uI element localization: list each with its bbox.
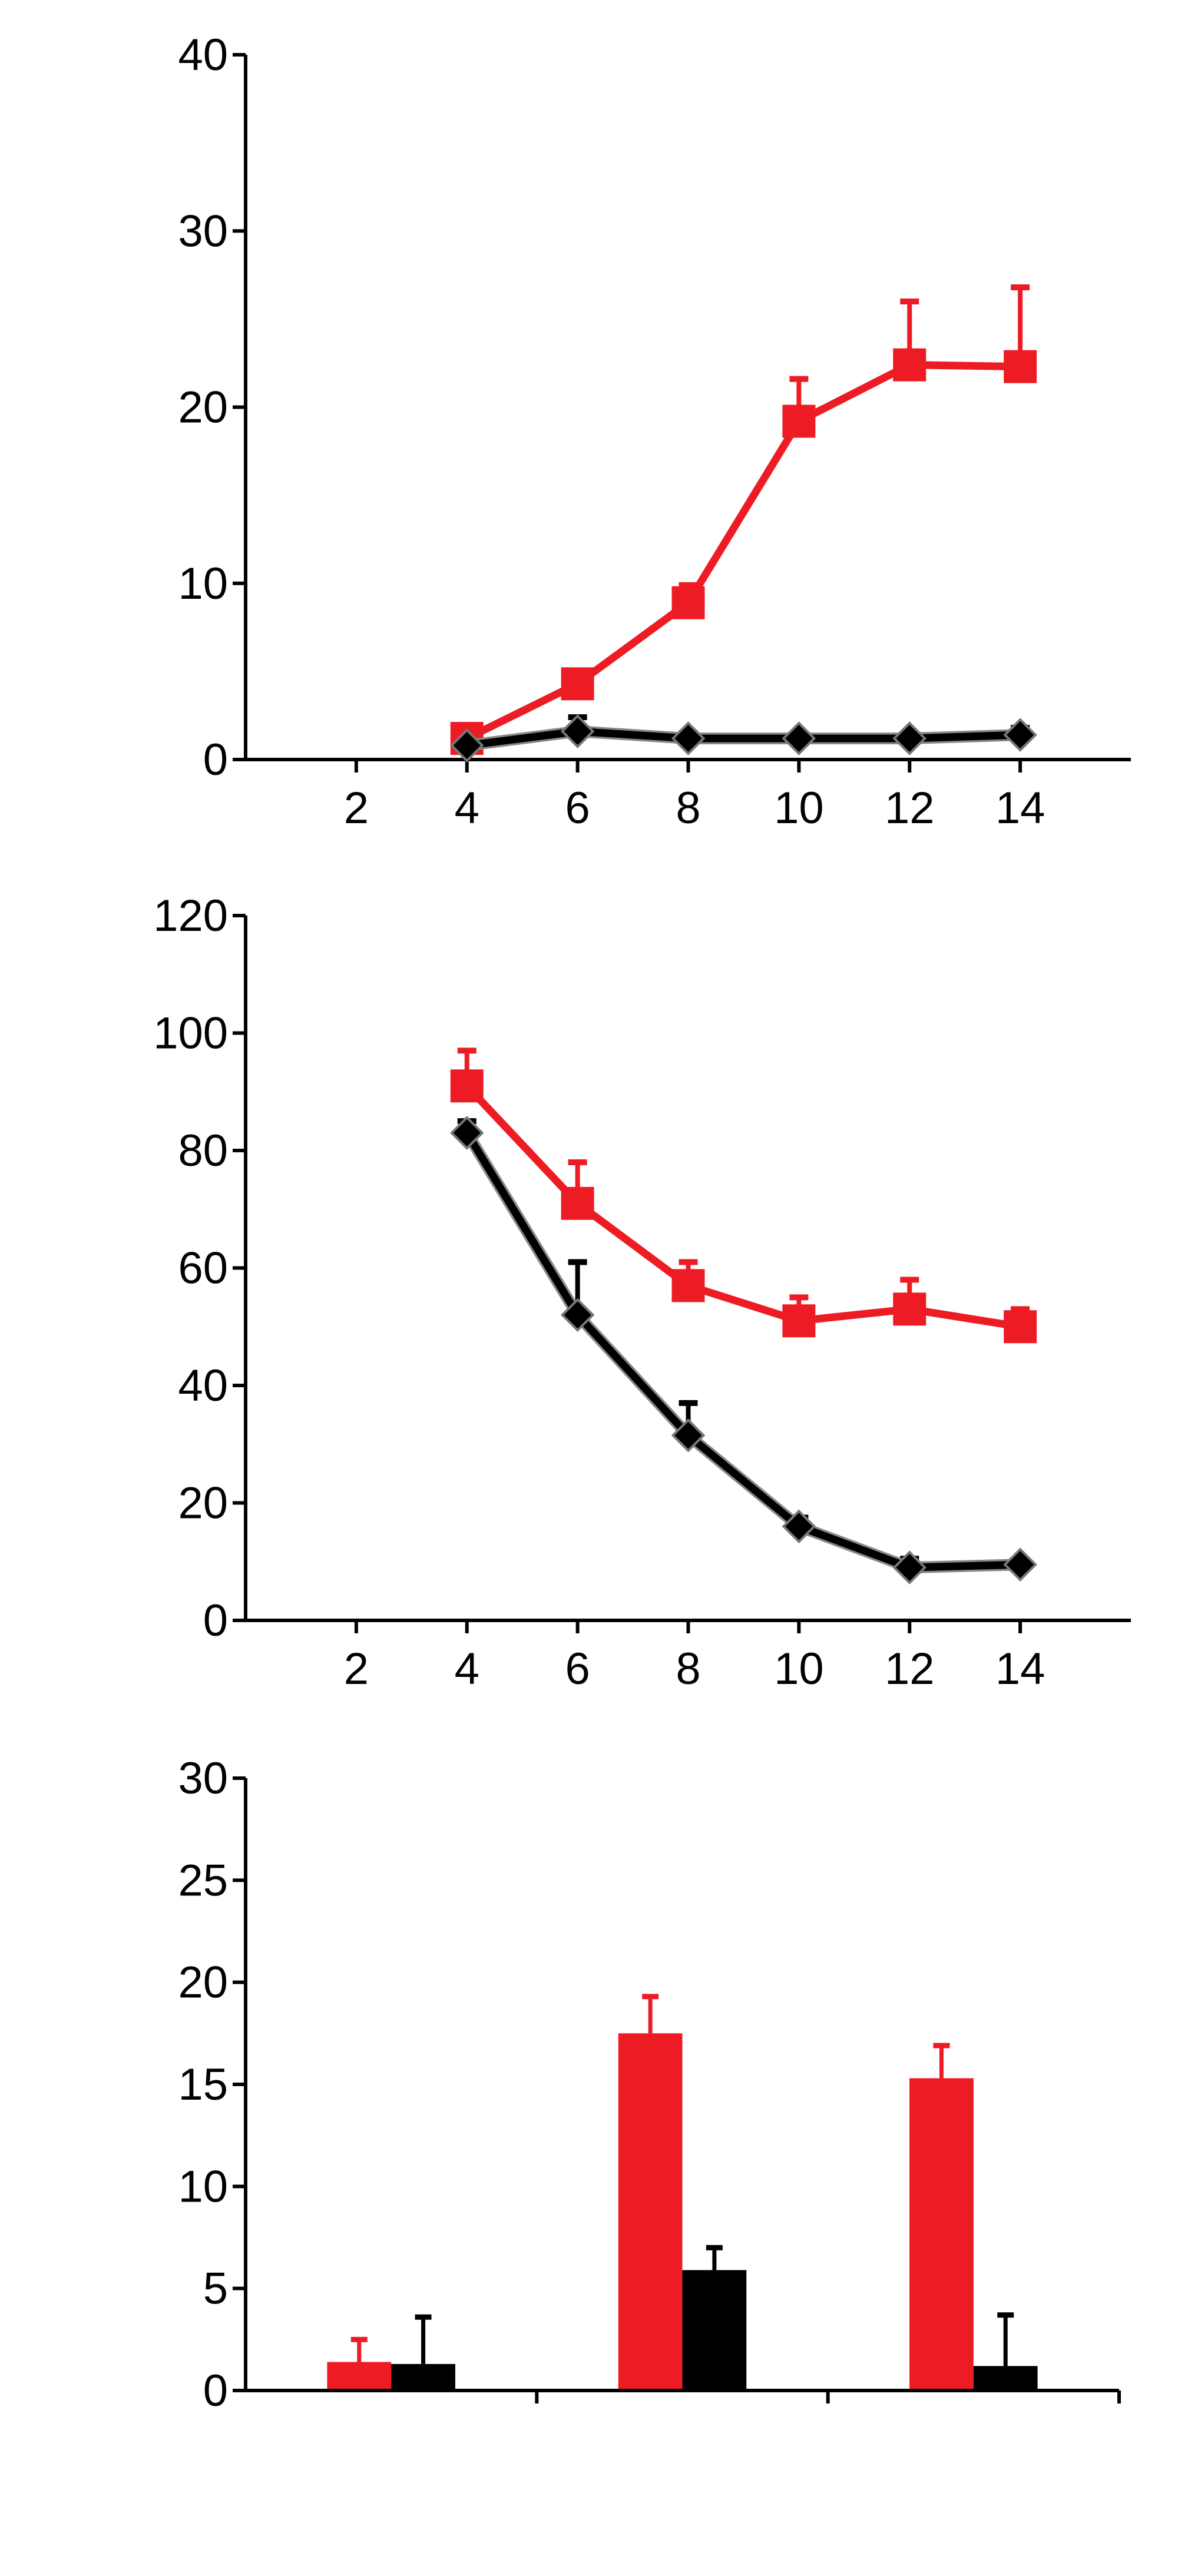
data-point [892,721,927,755]
y-tick-label: 20 [178,383,228,433]
bar [327,2362,392,2391]
data-point [782,405,816,438]
y-tick-label: 10 [178,559,228,609]
bar-series-1 [327,1994,974,2391]
y-tick-label: 40 [178,30,228,80]
data-point [1003,718,1037,752]
y-tick-label: 30 [178,206,228,256]
bar [682,2270,747,2391]
bar-series-2 [391,2245,1038,2391]
series-2 [449,714,1037,762]
x-tick-label: 4 [455,1644,479,1694]
data-point [782,1509,816,1544]
y-tick-label: 40 [178,1361,228,1411]
chart-1-line: 0 10 20 30 40 2 4 6 8 10 12 14 [178,30,1131,833]
data-point [1004,1310,1037,1344]
y-tick-label: 0 [203,1596,228,1646]
data-point [450,1069,484,1103]
data-point [671,586,705,619]
y-tick-label: 30 [178,1753,228,1803]
y-tick-label: 25 [178,1855,228,1905]
y-tick-label: 5 [203,2264,228,2314]
x-tick-label: 12 [885,783,935,833]
data-point [561,1186,594,1220]
y-tick-label: 100 [153,1009,228,1059]
y-tick-label: 15 [178,2060,228,2110]
data-point [561,667,594,701]
series-line [465,361,1021,742]
data-point [671,1269,705,1302]
chart-3-bar: 0 5 10 15 20 25 30 [178,1753,1121,2416]
data-point [560,714,595,748]
y-tick-label: 10 [178,2161,228,2212]
data-point [782,1304,816,1338]
x-tick-label: 10 [774,1644,824,1694]
data-point [782,721,816,755]
data-point [892,1550,927,1585]
series-line [464,1130,1021,1572]
x-tick-label: 8 [676,783,700,833]
series-line-outline [462,1129,1021,1574]
data-point [1004,350,1037,383]
y-tick-label: 120 [153,891,228,941]
data-point [893,1292,926,1326]
chart-2-line: 0 20 40 60 80 100 120 2 4 6 8 10 12 14 [153,891,1131,1694]
x-tick-label: 10 [774,783,824,833]
y-tick-label: 80 [178,1126,228,1176]
y-tick-label: 0 [203,2366,228,2416]
series-line [466,727,1021,750]
x-tick-label: 14 [995,1644,1045,1694]
y-tick-label: 60 [178,1244,228,1294]
data-point [671,1418,706,1453]
y-tick-label: 20 [178,1958,228,2008]
x-tick-label: 6 [565,783,590,833]
x-tick-label: 6 [565,1644,590,1694]
x-tick-label: 4 [455,783,479,833]
data-point [449,728,484,762]
y-tick-label: 20 [178,1478,228,1529]
bar [909,2078,974,2391]
data-point [449,1116,484,1150]
bar [973,2366,1038,2391]
x-tick-label: 14 [995,783,1045,833]
data-point [560,1298,595,1332]
x-tick-label: 2 [344,783,369,833]
bar [391,2363,455,2391]
series-1 [450,1047,1037,1344]
data-point [671,721,706,755]
data-point [1003,1547,1037,1582]
series-1 [450,284,1037,755]
x-tick-label: 8 [676,1644,700,1694]
x-tick-label: 12 [885,1644,935,1694]
y-tick-label: 0 [203,735,228,785]
series-2 [449,1116,1037,1585]
data-point [893,348,926,382]
series-line [464,1083,1021,1331]
x-tick-label: 2 [344,1644,369,1694]
bar [618,2033,683,2391]
